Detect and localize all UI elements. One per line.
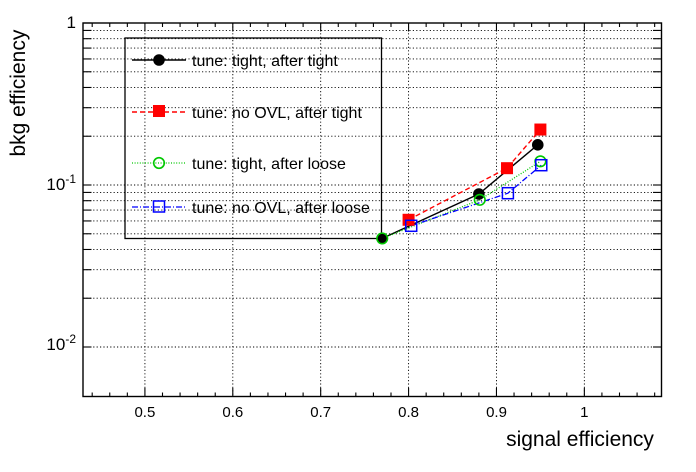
svg-text:tune: tight, after tight: tune: tight, after tight	[192, 53, 338, 70]
svg-text:0.5: 0.5	[134, 404, 155, 421]
svg-text:0.9: 0.9	[486, 404, 507, 421]
svg-text:signal efficiency: signal efficiency	[506, 428, 654, 451]
svg-text:tune: no OVL, after loose: tune: no OVL, after loose	[192, 200, 370, 217]
svg-text:10-2: 10-2	[46, 332, 76, 354]
svg-text:10-1: 10-1	[46, 172, 76, 194]
svg-text:1: 1	[67, 13, 76, 32]
svg-text:0.7: 0.7	[310, 404, 331, 421]
svg-text:tune: no OVL, after tight: tune: no OVL, after tight	[192, 105, 362, 122]
svg-text:tune: tight, after loose: tune: tight, after loose	[192, 156, 346, 173]
svg-text:1: 1	[580, 404, 588, 421]
svg-text:bkg efficiency: bkg efficiency	[7, 29, 30, 156]
svg-text:0.8: 0.8	[398, 404, 419, 421]
svg-text:0.6: 0.6	[222, 404, 243, 421]
